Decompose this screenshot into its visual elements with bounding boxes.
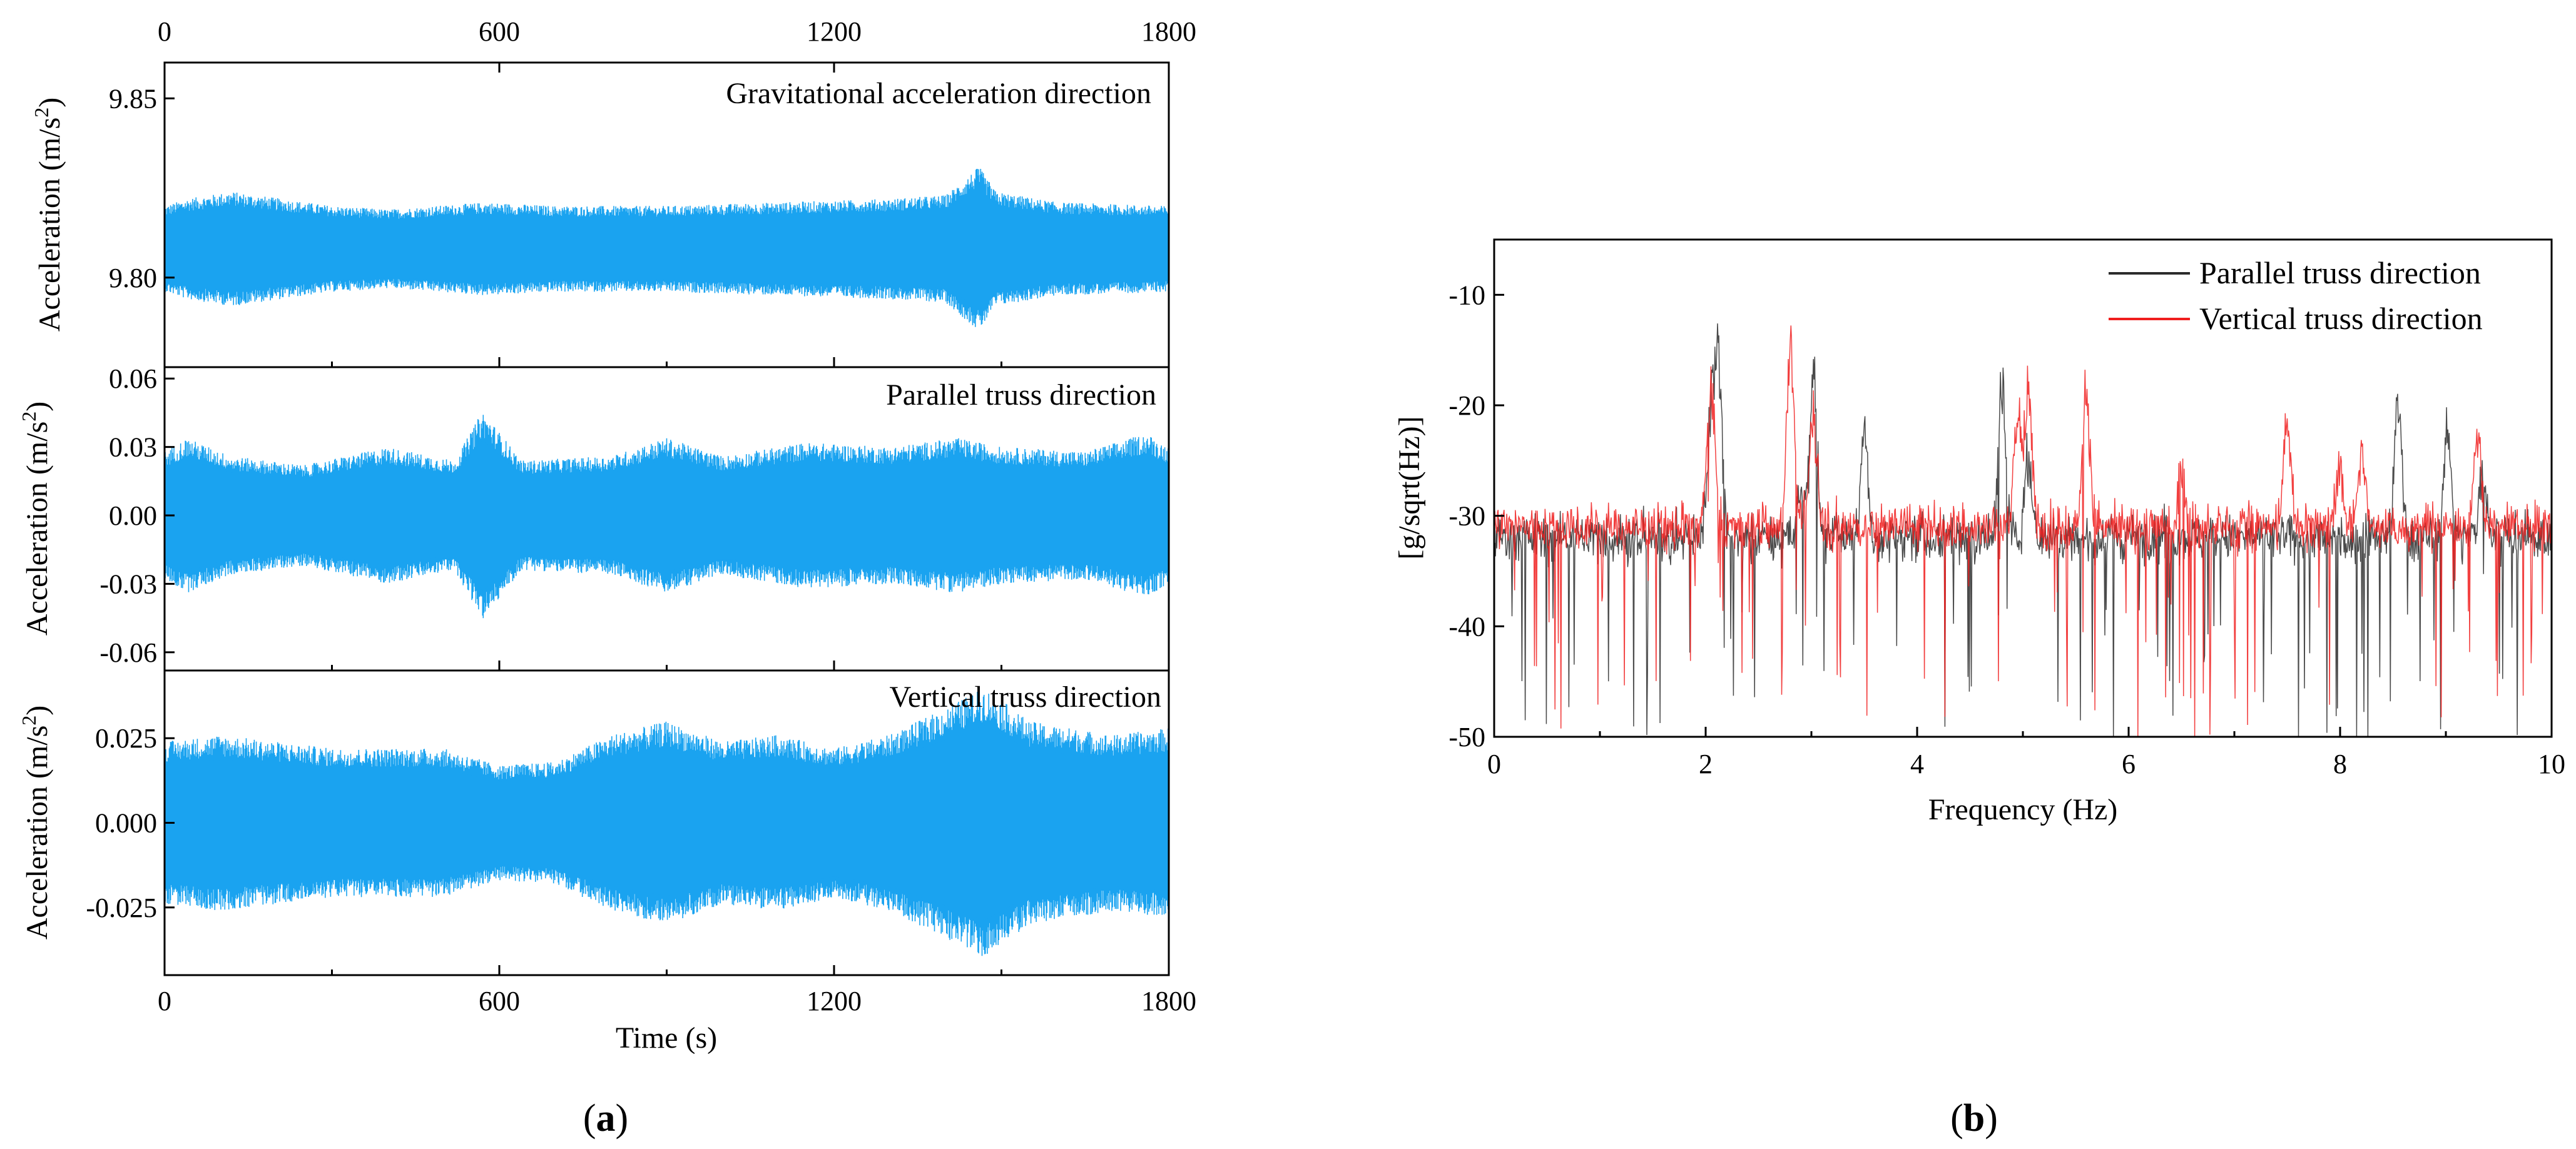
y-axis-label-b: [g/sqrt(Hz)] [1393, 416, 1426, 559]
legend: Parallel truss direction Vertical truss … [2109, 255, 2483, 336]
y-tick-label: 0.000 [95, 808, 157, 839]
y-tick-label-b: -50 [1448, 722, 1485, 752]
x-tick-label-top: 0 [158, 16, 171, 47]
y-ticks-a3: 0.025 0.000 -0.025 [86, 723, 1170, 975]
x-tick-label-bottom: 600 [479, 986, 520, 1016]
y-tick-label: 9.85 [109, 83, 157, 114]
y-tick-label-b: -40 [1448, 611, 1485, 642]
chart-b-spectrum: -10 -20 -30 -40 -500 2 4 6 8 10 Frequency (Hz) [g… [1393, 238, 2565, 826]
series-parallel-spectrum [1494, 323, 2552, 737]
x-tick-label-b: 2 [1699, 749, 1713, 779]
x-tick-label-bottom: 1800 [1141, 986, 1196, 1016]
panel-a-top-axis: 0 600 1200 1800 [158, 16, 1196, 73]
x-tick-label-b: 8 [2333, 749, 2347, 779]
legend-label-parallel: Parallel truss direction [2199, 255, 2481, 290]
y-ticks-a2: 0.06 0.03 0.00 -0.03 -0.06 [99, 363, 1170, 671]
y-tick-label: 0.025 [95, 723, 157, 754]
x-tick-label-b: 10 [2538, 749, 2565, 779]
series-vertical-spectrum [1494, 325, 2552, 737]
y-axis-label-a1: Acceleration (m/s2) [30, 98, 66, 332]
series-gravitational [164, 169, 1169, 327]
panel-title-a1: Gravitational acceleration direction [726, 77, 1151, 110]
y-tick-label: -0.03 [99, 569, 157, 599]
spectrum-line-0 [1494, 323, 2552, 737]
legend-label-vertical: Vertical truss direction [2199, 301, 2483, 336]
y-tick-label: 0.00 [109, 500, 157, 531]
series-band-a3 [165, 725, 1169, 921]
caption-a: (a) [583, 1097, 628, 1140]
x-tick-label-b: 4 [1910, 749, 1924, 779]
chart-a3-vertical: 0.025 0.000 -0.025 Vertical truss directio… [18, 669, 1170, 976]
y-axis-label-a3: Acceleration (m/s2) [18, 706, 54, 940]
panel-title-a3: Vertical truss direction [889, 681, 1161, 714]
caption-b: (b) [1950, 1097, 1998, 1140]
x-tick-label-top: 600 [479, 16, 520, 47]
y-tick-label: 0.03 [109, 432, 157, 463]
y-tick-label-b: -30 [1448, 501, 1485, 532]
y-tick-label: -0.025 [86, 893, 157, 923]
panel-title-a2: Parallel truss direction [886, 378, 1156, 412]
y-ticks-a1: 9.80 9.85 [109, 83, 1170, 367]
panel-a-bottom-axis: 0 600 1200 1800 [158, 986, 1196, 1016]
x-axis-label-a: Time (s) [616, 1021, 717, 1055]
caption-b-letter: b [1963, 1097, 1985, 1140]
chart-a2-parallel: 0.06 0.03 0.00 -0.03 -0.06 Parallel truss di… [18, 363, 1170, 672]
series-band-a1 [165, 195, 1169, 303]
y-axis-label-a2: Acceleration (m/s2) [18, 402, 54, 636]
x-tick-label-bottom: 1200 [807, 986, 862, 1016]
y-tick-label: -0.06 [99, 637, 157, 668]
y-tick-label-b: -10 [1448, 280, 1485, 310]
x-tick-label-top: 1200 [807, 16, 862, 47]
series-band-a2 [165, 440, 1169, 591]
spectrum-line-1 [1494, 325, 2552, 737]
axis-ticks-b: -10 -20 -30 -40 -500 2 4 6 8 10 [1448, 280, 2565, 779]
chart-a1-gravitational: 9.80 9.85 Gravitational acceleration dire… [30, 61, 1170, 368]
x-tick-label-bottom: 0 [158, 986, 171, 1016]
x-tick-label-top: 1800 [1141, 16, 1196, 47]
caption-a-letter: a [596, 1097, 616, 1140]
x-tick-label-b: 6 [2122, 749, 2136, 779]
x-tick-label-b: 0 [1487, 749, 1501, 779]
y-tick-label-b: -20 [1448, 390, 1485, 421]
y-tick-label: 0.06 [109, 363, 157, 394]
y-tick-label: 9.80 [109, 263, 157, 293]
x-axis-label-b: Frequency (Hz) [1928, 793, 2118, 826]
